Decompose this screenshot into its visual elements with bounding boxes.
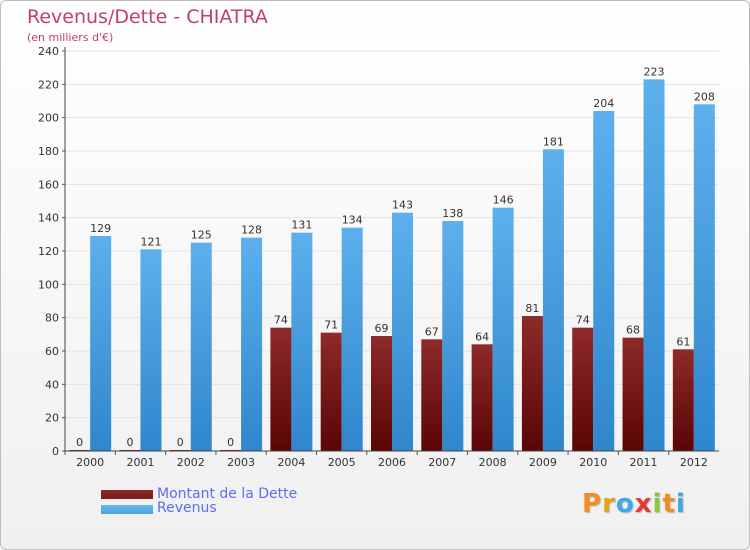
logo-letter: o xyxy=(615,489,635,519)
label-debt-2001: 0 xyxy=(126,436,133,449)
x-tick-label: 2002 xyxy=(177,456,205,469)
y-tick-label: 100 xyxy=(38,278,59,291)
y-tick-label: 160 xyxy=(38,178,59,191)
label-revenue-2006: 143 xyxy=(392,199,413,212)
proxiti-logo: Proxiti xyxy=(582,489,686,519)
y-tick-label: 80 xyxy=(45,312,59,325)
logo-letter: i xyxy=(675,489,686,519)
x-tick-label: 2008 xyxy=(479,456,507,469)
y-tick-label: 120 xyxy=(38,245,59,258)
bar-debt-2009 xyxy=(521,316,543,451)
y-tick-label: 180 xyxy=(38,145,59,158)
x-tick-label: 2006 xyxy=(378,456,406,469)
label-revenue-2010: 204 xyxy=(593,97,614,110)
label-debt-2008: 64 xyxy=(475,330,489,343)
logo-letter: i xyxy=(652,489,663,519)
label-debt-2000: 0 xyxy=(76,436,83,449)
bar-revenue-2001 xyxy=(140,249,162,451)
label-revenue-2009: 181 xyxy=(543,135,564,148)
axes xyxy=(64,47,719,452)
x-tick-label: 2007 xyxy=(428,456,456,469)
label-debt-2009: 81 xyxy=(525,302,539,315)
label-debt-2005: 71 xyxy=(324,319,338,332)
bar-revenue-2008 xyxy=(492,207,514,451)
bar-revenue-2005 xyxy=(341,227,363,451)
x-tick-label: 2003 xyxy=(227,456,255,469)
bar-debt-2010 xyxy=(572,327,594,451)
logo-letter: P xyxy=(582,489,603,519)
label-revenue-2012: 208 xyxy=(694,90,715,103)
bar-debt-2012 xyxy=(672,349,694,451)
bar-debt-2008 xyxy=(471,344,493,451)
x-tick-label: 2001 xyxy=(126,456,154,469)
label-revenue-2004: 131 xyxy=(291,219,312,232)
y-tick-label: 60 xyxy=(45,345,59,358)
x-tick-label: 2004 xyxy=(277,456,305,469)
y-tick-label: 220 xyxy=(38,78,59,91)
label-revenue-2008: 146 xyxy=(493,194,514,207)
bar-revenue-2000 xyxy=(90,236,112,451)
bar-debt-2007 xyxy=(421,339,443,451)
bar-debt-2006 xyxy=(371,336,392,451)
legend-label-debt: Montant de la Dette xyxy=(157,486,298,502)
bar-revenue-2004 xyxy=(291,232,313,451)
label-revenue-2001: 121 xyxy=(140,235,161,248)
y-tick-label: 140 xyxy=(38,212,59,225)
label-debt-2006: 69 xyxy=(375,322,389,335)
bars xyxy=(69,79,715,452)
logo-letter: x xyxy=(634,489,653,519)
legend-swatch-debt xyxy=(101,490,153,499)
data-labels: 0 129 0 121 0 125 0 128 74 131 71 134 69 143 67 138 64 14… xyxy=(76,65,715,449)
legend-swatch-revenue xyxy=(101,505,153,514)
label-revenue-2005: 134 xyxy=(342,214,363,227)
bar-revenue-2002 xyxy=(190,242,212,451)
bar-revenue-2012 xyxy=(693,104,715,451)
chart-title: Revenus/Dette - CHIATRA xyxy=(27,6,268,28)
x-tick-label: 2000 xyxy=(76,456,104,469)
x-tick-label: 2005 xyxy=(328,456,356,469)
y-tick-label: 240 xyxy=(38,45,59,58)
chart-subtitle: (en milliers d'€) xyxy=(27,31,114,44)
bar-debt-2004 xyxy=(270,327,292,451)
bar-revenue-2011 xyxy=(643,79,665,451)
label-debt-2007: 67 xyxy=(425,325,439,338)
x-tick-label: 2011 xyxy=(630,456,658,469)
x-axis-ticks: 2000 2001 2002 2003 2004 2005 2006 2007 2008 2009… xyxy=(64,451,708,469)
x-tick-label: 2012 xyxy=(680,456,708,469)
bar-revenue-2006 xyxy=(392,212,413,451)
y-tick-label: 20 xyxy=(45,412,59,425)
bar-debt-2005 xyxy=(320,332,342,451)
label-debt-2004: 74 xyxy=(274,314,288,327)
label-revenue-2007: 138 xyxy=(442,207,463,220)
label-debt-2012: 61 xyxy=(676,335,690,348)
label-revenue-2003: 128 xyxy=(241,224,262,237)
bar-revenue-2007 xyxy=(442,221,464,451)
y-tick-label: 200 xyxy=(38,112,59,125)
label-debt-2010: 74 xyxy=(576,314,590,327)
x-tick-label: 2009 xyxy=(529,456,557,469)
label-debt-2002: 0 xyxy=(177,436,184,449)
label-revenue-2011: 223 xyxy=(644,65,665,78)
logo-letter: r xyxy=(602,489,616,519)
bar-revenue-2009 xyxy=(542,149,564,452)
bar-debt-2011 xyxy=(622,337,644,451)
legend-label-revenue: Revenus xyxy=(157,500,217,516)
logo-letter: t xyxy=(662,489,676,519)
y-tick-label: 40 xyxy=(45,378,59,391)
bar-revenue-2003 xyxy=(241,237,263,451)
label-debt-2003: 0 xyxy=(227,436,234,449)
label-debt-2011: 68 xyxy=(626,324,640,337)
y-tick-label: 0 xyxy=(52,445,59,458)
label-revenue-2000: 129 xyxy=(90,222,111,235)
bar-revenue-2010 xyxy=(593,111,615,451)
y-axis-ticks: 0 20 40 60 80 100 120 140 160 180 200 220 240 xyxy=(38,45,65,458)
label-revenue-2002: 125 xyxy=(191,229,212,242)
x-tick-label: 2010 xyxy=(579,456,607,469)
